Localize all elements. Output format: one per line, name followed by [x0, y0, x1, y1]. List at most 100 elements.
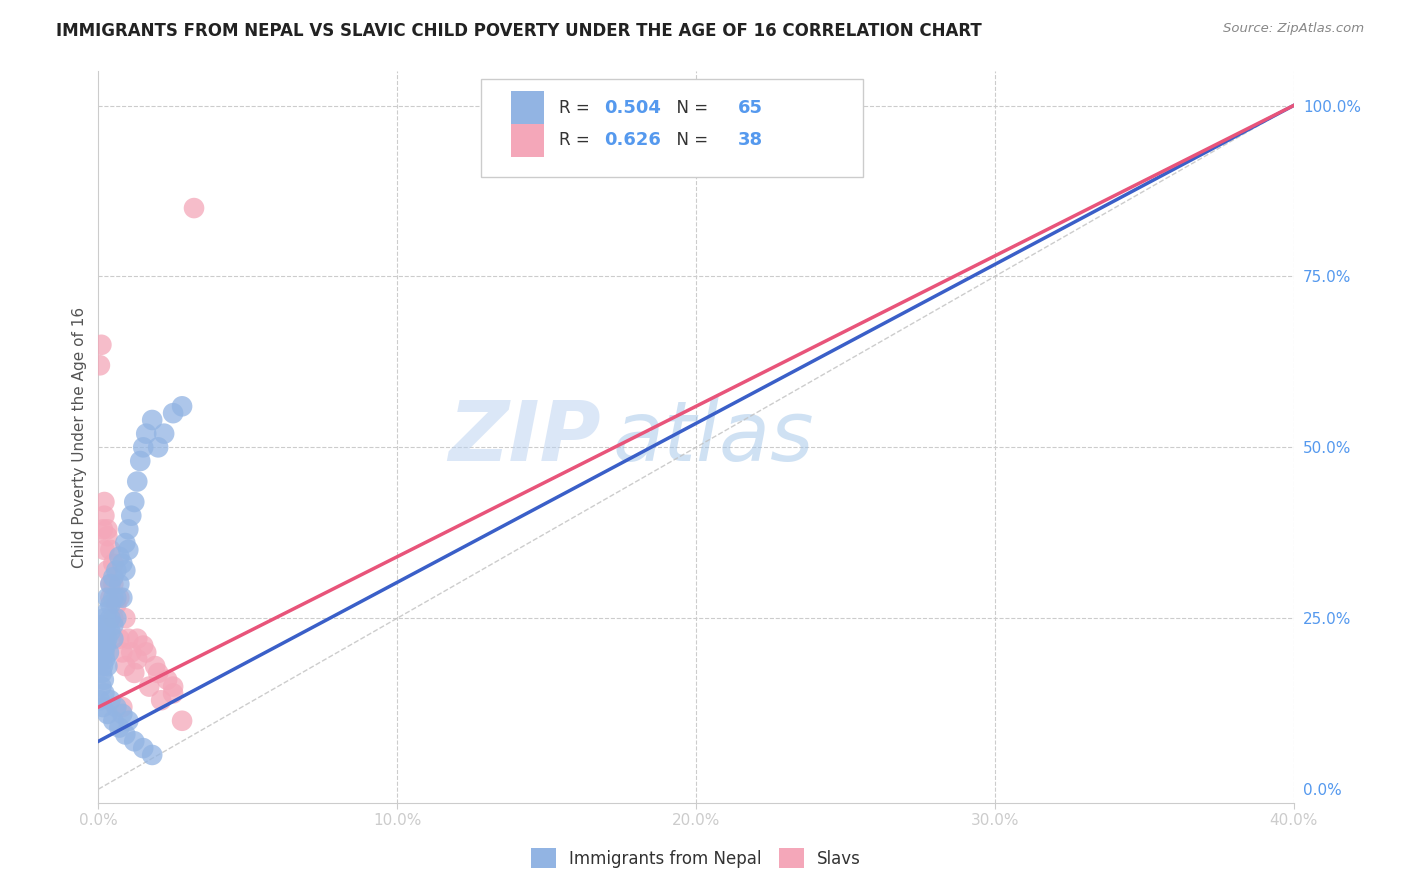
Point: [108, 591, 131, 605]
Point: [156, 673, 179, 687]
Point: [98, 611, 122, 625]
Point: [94, 618, 117, 632]
FancyBboxPatch shape: [510, 124, 544, 157]
Point: [105, 700, 128, 714]
Point: [91, 665, 114, 680]
Point: [93, 632, 115, 646]
Point: [96, 563, 118, 577]
Point: [111, 645, 134, 659]
Point: [138, 680, 160, 694]
Point: [105, 591, 128, 605]
Point: [172, 714, 194, 728]
Point: [91, 624, 114, 639]
Point: [120, 645, 142, 659]
Point: [96, 522, 118, 536]
Point: [108, 632, 131, 646]
Point: [135, 426, 157, 441]
Point: [96, 604, 118, 618]
Point: [141, 413, 163, 427]
Point: [129, 454, 152, 468]
Point: [93, 686, 115, 700]
Point: [90, 680, 112, 694]
Point: [132, 440, 155, 454]
Point: [114, 659, 136, 673]
Point: [117, 632, 139, 646]
Point: [103, 618, 125, 632]
Point: [98, 577, 122, 591]
Point: [132, 741, 155, 756]
Point: [124, 495, 146, 509]
Y-axis label: Child Poverty Under the Age of 16: Child Poverty Under the Age of 16: [72, 307, 87, 567]
Point: [98, 598, 122, 612]
Point: [114, 563, 136, 577]
Point: [183, 201, 205, 215]
Point: [93, 508, 115, 523]
Point: [108, 721, 131, 735]
Point: [96, 529, 118, 543]
Point: [96, 632, 118, 646]
Text: 38: 38: [738, 131, 763, 150]
Point: [91, 659, 114, 673]
Point: [96, 659, 118, 673]
Point: [162, 686, 184, 700]
Point: [91, 700, 114, 714]
Point: [93, 611, 115, 625]
Point: [117, 542, 139, 557]
Text: ZIP: ZIP: [447, 397, 600, 477]
Point: [94, 652, 117, 666]
Point: [90, 632, 112, 646]
Text: N =: N =: [666, 99, 713, 117]
Point: [98, 591, 122, 605]
Point: [127, 652, 149, 666]
Point: [111, 706, 134, 721]
Point: [148, 440, 170, 454]
Point: [111, 700, 134, 714]
Text: R =: R =: [558, 131, 595, 150]
Point: [98, 577, 122, 591]
Point: [132, 639, 155, 653]
Point: [124, 665, 146, 680]
Point: [105, 611, 128, 625]
Point: [103, 557, 125, 571]
Point: [120, 508, 142, 523]
Point: [103, 591, 125, 605]
Point: [124, 734, 146, 748]
Point: [135, 645, 157, 659]
Point: [114, 536, 136, 550]
Text: IMMIGRANTS FROM NEPAL VS SLAVIC CHILD POVERTY UNDER THE AGE OF 16 CORRELATION CH: IMMIGRANTS FROM NEPAL VS SLAVIC CHILD PO…: [56, 22, 981, 40]
Point: [91, 522, 114, 536]
Point: [117, 714, 139, 728]
Point: [105, 563, 128, 577]
FancyBboxPatch shape: [510, 91, 544, 124]
Point: [105, 598, 128, 612]
Text: atlas: atlas: [613, 397, 814, 477]
Point: [89, 652, 111, 666]
Point: [90, 618, 112, 632]
Point: [108, 549, 131, 564]
Point: [111, 591, 134, 605]
Point: [93, 542, 115, 557]
Point: [96, 706, 118, 721]
Point: [93, 673, 115, 687]
Point: [141, 747, 163, 762]
Text: 0.626: 0.626: [605, 131, 661, 150]
Point: [103, 611, 125, 625]
Point: [162, 680, 184, 694]
Point: [127, 632, 149, 646]
FancyBboxPatch shape: [481, 78, 863, 178]
Point: [98, 693, 122, 707]
Point: [91, 639, 114, 653]
Point: [97, 645, 120, 659]
Point: [153, 426, 176, 441]
Point: [103, 714, 125, 728]
Point: [143, 659, 166, 673]
Text: R =: R =: [558, 99, 595, 117]
Point: [98, 542, 122, 557]
Point: [90, 338, 112, 352]
Point: [103, 577, 125, 591]
Point: [98, 624, 122, 639]
Point: [89, 693, 111, 707]
Point: [93, 495, 115, 509]
Point: [150, 693, 173, 707]
Point: [94, 639, 117, 653]
